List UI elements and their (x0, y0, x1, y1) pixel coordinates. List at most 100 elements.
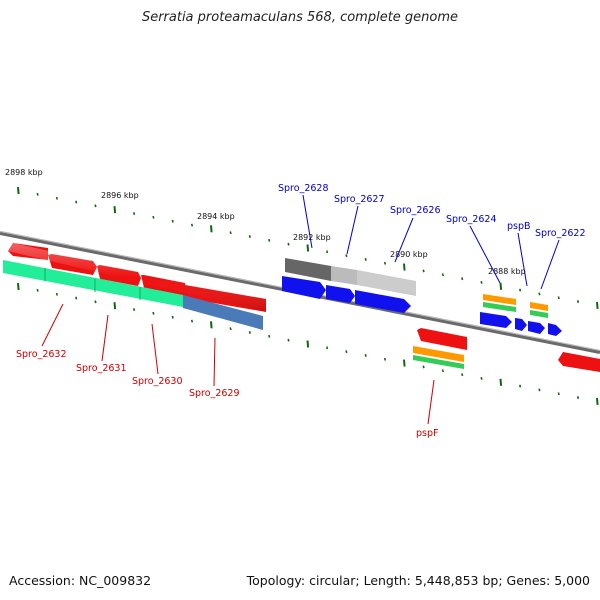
minor-tick (461, 277, 464, 281)
leader-line (394, 217, 414, 263)
cds-arrow[interactable] (326, 285, 355, 303)
minor-tick (345, 254, 348, 258)
minor-tick (133, 308, 136, 311)
gene-label-pspf[interactable]: pspF (416, 428, 438, 439)
gene-label-spro-2628[interactable]: Spro_2628 (278, 183, 329, 194)
minor-tick (480, 377, 483, 380)
minor-tick (441, 369, 444, 373)
cds-arrow[interactable] (282, 276, 326, 299)
minor-tick (229, 327, 232, 331)
major-tick (210, 225, 213, 233)
cds-arrow[interactable] (558, 352, 600, 372)
leader-line (540, 239, 560, 290)
gene-label-spro-2632[interactable]: Spro_2632 (16, 349, 67, 360)
minor-tick (36, 288, 39, 292)
minor-tick (55, 196, 58, 200)
minor-tick (345, 350, 348, 354)
leader-line (302, 194, 313, 249)
minor-tick (268, 238, 271, 242)
steel-track-bar[interactable] (183, 295, 263, 330)
minor-tick (557, 296, 560, 300)
minor-tick (538, 388, 541, 392)
minor-tick (519, 288, 522, 292)
leader-line (427, 379, 435, 425)
minor-tick (94, 204, 97, 208)
tick-label-2898: 2898 kbp (5, 168, 43, 177)
minor-tick (268, 334, 271, 338)
leader-lines-bottom (41, 303, 435, 425)
minor-tick (576, 300, 580, 303)
cds-arrow[interactable] (417, 328, 467, 350)
minor-tick (383, 357, 387, 361)
orange-track-bar[interactable] (530, 302, 548, 311)
feature-track-left (3, 260, 263, 330)
minor-tick (133, 212, 136, 215)
major-tick (210, 321, 213, 329)
major-tick (596, 397, 599, 405)
gene-label-spro-2629[interactable]: Spro_2629 (189, 388, 240, 399)
minor-tick (171, 315, 174, 319)
orange-track-bar[interactable] (483, 294, 516, 305)
cds-shade (8, 243, 266, 312)
minor-tick (248, 331, 251, 334)
minor-tick (287, 242, 290, 246)
leader-line (469, 225, 501, 284)
orange-track-bar[interactable] (413, 346, 464, 362)
minor-tick (75, 296, 78, 300)
minor-tick (326, 346, 329, 350)
reverse-cds-group-middle (282, 276, 411, 313)
major-tick (499, 282, 503, 290)
minor-tick (171, 219, 174, 223)
tick-ruler-inner (17, 283, 599, 405)
accession-text: Accession: NC_009832 (9, 573, 152, 588)
gene-label-spro-2630[interactable]: Spro_2630 (132, 376, 183, 387)
gene-label-spro-2627[interactable]: Spro_2627 (334, 194, 385, 205)
minor-tick (152, 215, 155, 219)
leader-line (346, 205, 359, 255)
minor-tick (55, 292, 58, 296)
green-track-bar[interactable] (3, 260, 183, 307)
major-tick (499, 378, 503, 386)
minor-tick (287, 338, 290, 342)
cds-arrow[interactable] (548, 323, 562, 336)
major-tick (113, 206, 117, 214)
minor-tick (152, 311, 155, 315)
tick-label-2888: 2888 kbp (488, 267, 526, 276)
minor-tick (364, 258, 367, 261)
gene-label-spro-2631[interactable]: Spro_2631 (76, 363, 127, 374)
cds-arrow[interactable] (480, 312, 512, 328)
major-tick (306, 340, 310, 348)
gray-track-bar-light[interactable] (357, 270, 416, 296)
minor-tick (538, 292, 541, 296)
tick-label-2896: 2896 kbp (101, 191, 139, 200)
forward-cds-group-right (558, 352, 600, 372)
minor-tick (36, 192, 39, 196)
pspf-features (413, 328, 467, 369)
green-track-bar[interactable] (483, 302, 516, 312)
feature-track-right (483, 294, 548, 318)
cds-arrow[interactable] (355, 290, 411, 313)
gray-track-bar[interactable] (285, 258, 331, 281)
gene-label-spro-2622[interactable]: Spro_2622 (535, 228, 586, 239)
minor-tick (94, 300, 97, 304)
minor-tick (422, 365, 425, 369)
major-tick (403, 359, 406, 367)
minor-tick (422, 269, 425, 273)
gray-track-bar-light[interactable] (331, 266, 357, 285)
map-title: Serratia proteamaculans 568, complete ge… (141, 10, 459, 25)
gene-label-pspb[interactable]: pspB (507, 221, 531, 232)
forward-cds-group-left (8, 243, 266, 312)
minor-tick (383, 261, 387, 265)
cds-arrow[interactable] (515, 318, 527, 331)
minor-tick (229, 231, 232, 235)
gene-label-spro-2626[interactable]: Spro_2626 (390, 205, 441, 216)
green-track-bar[interactable] (530, 310, 548, 318)
topology-text: Topology: circular; Length: 5,448,853 bp… (246, 573, 590, 588)
cds-arrow[interactable] (528, 321, 545, 334)
gene-label-spro-2624[interactable]: Spro_2624 (446, 214, 497, 225)
tick-ruler-outer (17, 187, 599, 309)
major-tick (306, 244, 310, 252)
minor-tick (326, 250, 329, 254)
green-track-bar[interactable] (413, 355, 464, 369)
